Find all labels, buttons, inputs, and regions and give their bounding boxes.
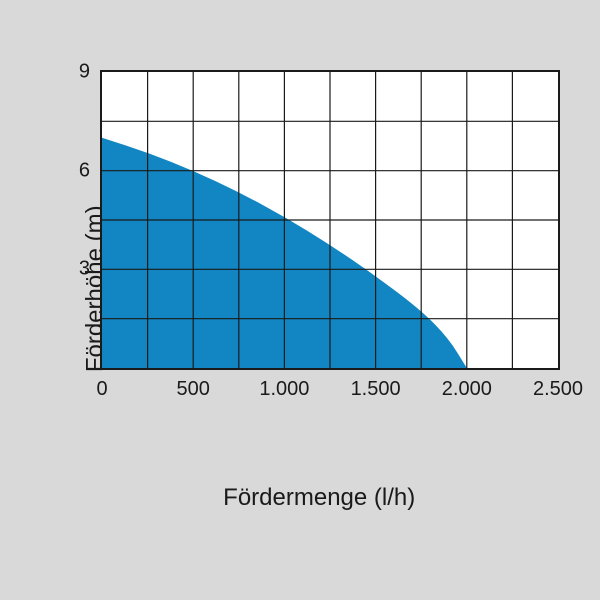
chart-svg [102, 72, 558, 368]
plot-area [100, 70, 560, 370]
pump-curve-chart: Förderhöhe (m) Fördermenge (l/h) 05001.0… [0, 0, 600, 600]
y-tick-label: 6 [79, 159, 90, 182]
y-tick-label: 9 [79, 61, 90, 84]
x-tick-label: 1.500 [351, 378, 401, 401]
y-tick-label: 3 [79, 258, 90, 281]
x-tick-label: 2.000 [442, 378, 492, 401]
x-tick-label: 0 [96, 378, 107, 401]
x-tick-label: 500 [177, 378, 210, 401]
x-tick-label: 2.500 [533, 378, 583, 401]
x-tick-label: 1.000 [259, 378, 309, 401]
x-axis-title: Fördermenge (l/h) [223, 484, 415, 512]
